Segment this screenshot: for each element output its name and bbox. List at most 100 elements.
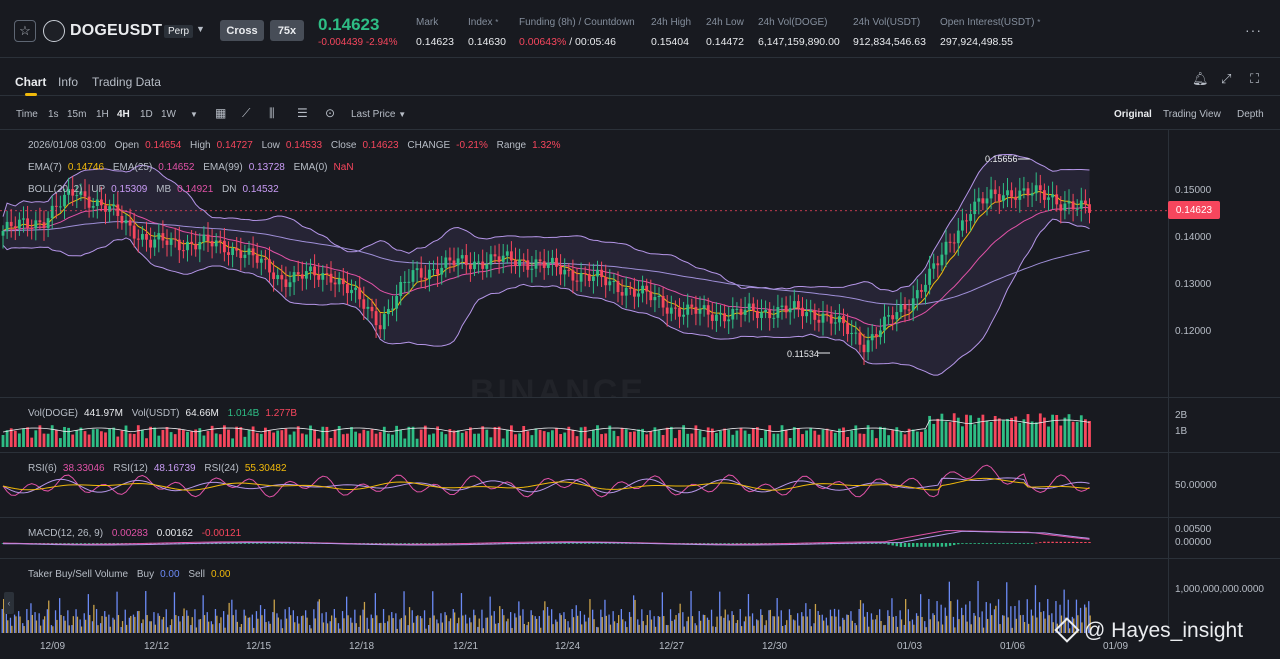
boll-legend: BOLL(20, 2) UP 0.15309 MB 0.14921 DN 0.1453… [28,184,279,195]
active-tab-indicator [25,93,37,96]
leverage-button[interactable]: 75x [270,20,304,41]
price-axis-tick: 0.13000 [1175,279,1212,290]
time-axis-tick: 12/15 [246,641,272,652]
stat-24h-vol-doge: 24h Vol(DOGE) 6,147,159,890.00 [758,17,840,48]
macd-axis: 0.00500 0.00000 [1168,518,1280,559]
settings-sliders-icon[interactable]: ☰ [297,106,308,120]
chart-tabs: Chart Info Trading Data 🔔︎ ⤢ ⛶ [0,58,1280,96]
stat-value: 297,924,498.55 [940,36,1013,48]
taker-volume-pane[interactable]: Taker Buy/Sell Volume Buy 0.00 Sell 0.00 [0,559,1168,636]
rsi-pane[interactable]: RSI(6) 38.33046 RSI(12) 48.16739 RSI(24) 55… [0,453,1168,518]
price-axis[interactable]: 0.15000 0.14000 0.13000 0.12000 [1168,130,1280,398]
symbol-dropdown-chevron-icon[interactable]: ▼ [196,24,205,34]
calendar-icon[interactable]: ▦ [215,106,227,120]
author-credit: @ Hayes_insight [1054,617,1243,643]
stat-value: 912,834,546.63 [853,36,926,48]
volume-bars [1,413,1091,447]
interval-time[interactable]: Time [16,109,38,120]
interval-1d[interactable]: 1D [140,109,153,120]
volume-axis-tick: 2B [1175,410,1188,421]
interval-1h[interactable]: 1H [96,109,109,120]
last-price: 0.14623 [318,15,380,34]
taker-volume-bars [1,581,1091,633]
price-axis-tick: 0.15000 [1175,185,1212,196]
fullscreen-icon[interactable]: ⛶ [1250,71,1260,86]
stat-label: Mark [416,17,439,28]
rsi-axis: 50.00000 [1168,453,1280,518]
stat-label: 24h Vol(DOGE) [758,17,828,28]
time-axis-tick: 12/30 [762,641,788,652]
stat-label: 24h Vol(USDT) [853,17,921,28]
interval-1w[interactable]: 1W [161,109,176,120]
expand-icon[interactable]: ⤢ [1221,71,1232,86]
stat-value: 0.00643% / 00:05:46 [519,36,616,48]
view-trading-view[interactable]: Trading View [1163,109,1221,120]
candle-type-icon[interactable]: ⫼ [269,106,275,120]
collapse-arrow-icon[interactable]: ‹ [4,592,14,614]
view-original[interactable]: Original [1114,109,1152,120]
binance-logo-icon [1054,617,1080,643]
stat-funding: Funding (8h) / Countdown 0.00643% / 00:0… [519,17,635,48]
bell-icon[interactable]: 🔔︎ [1192,71,1209,86]
macd-legend: MACD(12, 26, 9) 0.00283 0.00162 -0.00121 [28,528,242,539]
taker-axis: 1,000,000,000.0000 [1168,559,1280,636]
stat-24h-vol-usdt: 24h Vol(USDT) 912,834,546.63 [853,17,926,48]
stat-value: 0.14630 [468,36,506,48]
time-axis-tick: 01/09 [1103,641,1129,652]
low-marker-label: 0.11534 [787,349,819,359]
doge-coin-icon [43,20,65,42]
price-change: -0.004439 -2.94% [318,37,398,48]
volume-axis-tick: 1B [1175,426,1188,437]
time-axis: 12/09 12/12 12/15 12/18 12/21 12/24 12/2… [0,636,1168,659]
ohlc-legend: 2026/01/08 03:00 Open 0.14654 High 0.14727… [28,140,561,151]
target-icon[interactable]: ⊙ [325,106,336,120]
symbol-title[interactable]: DOGEUSDT [70,22,163,39]
interval-dropdown-chevron-icon[interactable]: ▼ [190,110,198,119]
taker-legend: Taker Buy/Sell Volume Buy 0.00 Sell 0.00 [28,569,231,580]
ema-legend: EMA(7) 0.14746 EMA(25) 0.14652 EMA(99) 0.13… [28,162,354,173]
price-axis-tick: 0.14000 [1175,232,1212,243]
high-marker-label: 0.15656 [985,154,1018,164]
more-dots-icon[interactable]: ··· [1245,22,1262,38]
price-type-select[interactable]: Last Price ▼ [351,109,407,120]
interval-15m[interactable]: 15m [67,109,87,120]
market-header: ☆ DOGEUSDT Perp ▼ Cross 75x 0.14623 -0.0… [0,0,1280,58]
stat-mark: Mark 0.14623 [416,17,454,48]
volume-legend: Vol(DOGE) 441.97M Vol(USDT) 64.66M 1.014B 1… [28,408,298,419]
contract-badge: Perp [164,25,194,38]
tab-info[interactable]: Info [58,75,79,89]
view-depth[interactable]: Depth [1237,109,1264,120]
time-axis-tick: 12/09 [40,641,66,652]
time-axis-tick: 01/06 [1000,641,1026,652]
macd-lines [1,529,1091,547]
time-axis-tick: 12/24 [555,641,581,652]
macd-axis-tick: 0.00500 [1175,524,1212,535]
stat-label: Open Interest(USDT) * [940,17,1041,28]
interval-4h[interactable]: 4H [117,109,130,120]
stat-24h-high: 24h High 0.15404 [651,17,691,48]
time-axis-tick: 12/21 [453,641,479,652]
stat-24h-low: 24h Low 0.14472 [706,17,744,48]
macd-axis-tick: 0.00000 [1175,537,1212,548]
stat-value: 0.14623 [416,36,454,48]
margin-mode-button[interactable]: Cross [220,20,264,41]
volume-pane[interactable]: Vol(DOGE) 441.97M Vol(USDT) 64.66M 1.014B 1… [0,398,1168,453]
stat-index: Index * 0.14630 [468,17,506,48]
favorite-star-icon[interactable]: ☆ [14,20,36,42]
macd-pane[interactable]: MACD(12, 26, 9) 0.00283 0.00162 -0.00121 [0,518,1168,559]
rsi-axis-tick: 50.00000 [1175,480,1217,491]
stat-value: 0.14472 [706,36,744,48]
rsi-legend: RSI(6) 38.33046 RSI(12) 48.16739 RSI(24) 55… [28,463,287,474]
stat-label: Index * [468,17,499,28]
candlestick-chart[interactable] [0,130,1168,398]
chart-toolbar: Time 1s 15m 1H 4H 1D 1W ▼ ▦ ⟋ ⫼ ☰ ⊙ Last… [0,96,1280,130]
tab-trading-data[interactable]: Trading Data [92,75,161,89]
time-axis-tick: 12/18 [349,641,375,652]
tab-chart[interactable]: Chart [15,75,47,89]
indicator-icon[interactable]: ⟋ [242,106,251,120]
current-price-tag: 0.14623 [1168,201,1220,219]
stat-label: 24h Low [706,17,744,28]
interval-1s[interactable]: 1s [48,109,59,120]
stat-value: 6,147,159,890.00 [758,36,840,48]
